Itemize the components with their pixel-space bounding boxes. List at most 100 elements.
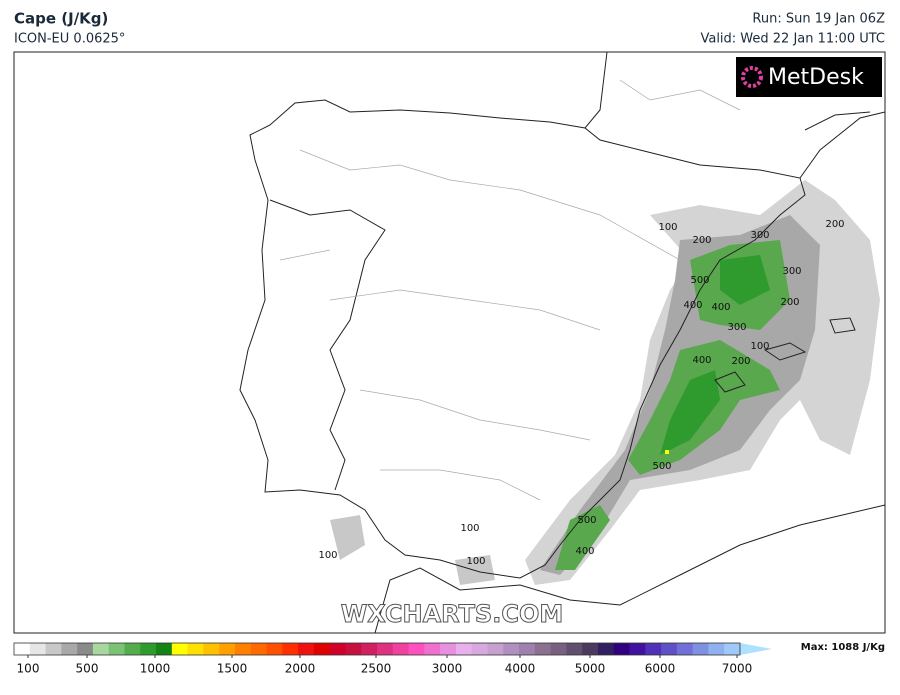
- colorbar-tick-label: 7000: [722, 662, 753, 676]
- model: ICON-EU 0.0625°: [14, 32, 125, 47]
- colorbar-tick-label: 100: [17, 662, 40, 676]
- contour-label: 400: [692, 355, 711, 366]
- contour-label: 100: [658, 222, 677, 233]
- colorbar-tick-label: 1000: [140, 662, 171, 676]
- contour-label: 100: [460, 523, 479, 534]
- contour-label: 500: [690, 275, 709, 286]
- colorbar-swatch: [140, 643, 157, 655]
- contour-label: 300: [727, 322, 746, 333]
- colorbar-swatch: [597, 643, 615, 655]
- cape-shading: [555, 240, 790, 570]
- colorbar-swatch: [424, 643, 441, 655]
- max-label: Max: 1088 J/Kg: [801, 642, 885, 653]
- colorbar-swatch: [519, 643, 536, 655]
- colorbar-swatch: [487, 643, 504, 655]
- contour-label: 200: [731, 356, 750, 367]
- coastline: [239, 99, 806, 579]
- contour-label: 200: [780, 297, 799, 308]
- title: Cape (J/Kg): [14, 10, 108, 28]
- colorbar: 100 500 1000 1500 2000 2500 3000 4000 5000 6000 70…: [13, 642, 772, 676]
- watermark: WXCHARTS.COM: [341, 600, 563, 628]
- cape-shading: [660, 255, 770, 455]
- contour-label: 400: [711, 302, 730, 313]
- colorbar-swatch: [377, 643, 394, 655]
- colorbar-swatch: [503, 643, 520, 655]
- colorbar-swatch: [219, 643, 236, 655]
- contour-label: 400: [575, 546, 594, 557]
- colorbar-swatch: [613, 643, 631, 655]
- contour-label: 500: [577, 515, 596, 526]
- logo-icon: [741, 66, 763, 88]
- cape-shading: [330, 515, 495, 585]
- coastline: [374, 504, 886, 634]
- colorbar-tick-label: 6000: [645, 662, 676, 676]
- contour-label: 200: [825, 219, 844, 230]
- colorbar-tick-label: 3000: [432, 662, 463, 676]
- colorbar-tick-label: 2000: [285, 662, 316, 676]
- colorbar-swatch: [14, 643, 31, 655]
- contour-label: 100: [466, 556, 485, 567]
- colorbar-swatch: [345, 643, 362, 655]
- colorbar-swatch: [550, 643, 567, 655]
- colorbar-swatch: [455, 643, 473, 655]
- colorbar-swatch: [392, 643, 410, 655]
- colorbar-swatch: [692, 643, 709, 655]
- colorbar-swatch: [329, 643, 346, 655]
- colorbar-swatch: [108, 643, 125, 655]
- colorbar-swatch: [45, 643, 62, 655]
- colorbar-tick-label: 5000: [575, 662, 606, 676]
- coastline: [714, 317, 856, 393]
- coastline: [584, 51, 886, 179]
- colorbar-swatch: [282, 643, 299, 655]
- colorbar-swatch: [187, 643, 204, 655]
- river: [279, 79, 741, 501]
- colorbar-swatch: [203, 643, 220, 655]
- logo-text: MetDesk: [768, 65, 864, 90]
- contour-label: 400: [683, 300, 702, 311]
- colorbar-swatch: [676, 643, 694, 655]
- colorbar-swatch: [234, 643, 252, 655]
- valid: Valid: Wed 22 Jan 11:00 UTC: [700, 32, 885, 47]
- colorbar-swatch: [566, 643, 583, 655]
- colorbar-swatch: [408, 643, 425, 655]
- colorbar-swatch: [156, 643, 173, 655]
- contour-label: 200: [692, 235, 711, 246]
- colorbar-swatch: [92, 643, 110, 655]
- colorbar-arrow: [740, 643, 772, 655]
- run: Run: Sun 19 Jan 06Z: [752, 12, 885, 27]
- colorbar-swatch: [124, 643, 141, 655]
- colorbar-swatch: [266, 643, 283, 655]
- contour-label: 100: [318, 550, 337, 561]
- colorbar-swatch: [645, 643, 662, 655]
- colorbar-tick-label: 1500: [217, 662, 248, 676]
- colorbar-swatch: [629, 643, 646, 655]
- colorbar-swatch: [77, 643, 94, 655]
- contour-label: 500: [652, 461, 671, 472]
- colorbar-swatch: [61, 643, 78, 655]
- colorbar-swatch: [534, 643, 552, 655]
- colorbar-swatch: [724, 643, 741, 655]
- colorbar-swatch: [361, 643, 378, 655]
- colorbar-swatch: [440, 643, 457, 655]
- colorbar-swatch: [29, 643, 47, 655]
- colorbar-swatch: [471, 643, 488, 655]
- colorbar-tick-label: 500: [76, 662, 99, 676]
- cape-max: [665, 450, 669, 454]
- contour-label: 300: [750, 230, 769, 241]
- colorbar-swatch: [298, 643, 315, 655]
- colorbar-swatch: [171, 643, 189, 655]
- colorbar-swatch: [708, 643, 725, 655]
- contour-label: 100: [750, 341, 769, 352]
- colorbar-swatch: [250, 643, 268, 655]
- colorbar-frame: [13, 642, 741, 656]
- colorbar-swatch: [661, 643, 678, 655]
- colorbar-swatch: [313, 643, 331, 655]
- contour-label: 300: [782, 266, 801, 277]
- colorbar-swatch: [582, 643, 599, 655]
- border: [269, 199, 386, 491]
- colorbar-tick-label: 4000: [505, 662, 536, 676]
- colorbar-tick-label: 2500: [361, 662, 392, 676]
